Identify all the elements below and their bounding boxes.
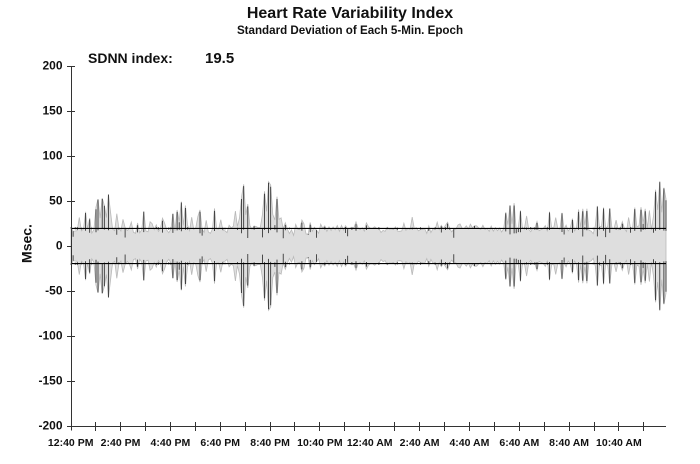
svg-text:Heart Rate Variability Index: Heart Rate Variability Index xyxy=(247,5,453,22)
svg-text:8:40 PM: 8:40 PM xyxy=(250,437,290,449)
svg-text:Standard Deviation of Each 5-M: Standard Deviation of Each 5-Min. Epoch xyxy=(237,24,463,37)
svg-text:10:40 PM: 10:40 PM xyxy=(297,437,343,449)
svg-text:SDNN index:: SDNN index: xyxy=(88,50,173,66)
svg-text:-100: -100 xyxy=(38,329,62,343)
svg-text:19.5: 19.5 xyxy=(205,50,234,67)
svg-text:6:40 AM: 6:40 AM xyxy=(499,437,539,449)
svg-text:50: 50 xyxy=(49,194,63,208)
svg-text:10:40 AM: 10:40 AM xyxy=(596,437,642,449)
svg-text:150: 150 xyxy=(42,104,62,118)
svg-text:8:40 AM: 8:40 AM xyxy=(549,437,589,449)
svg-text:-150: -150 xyxy=(38,374,62,388)
svg-text:6:40 PM: 6:40 PM xyxy=(200,437,240,449)
svg-text:100: 100 xyxy=(42,149,62,163)
svg-text:200: 200 xyxy=(42,59,62,73)
svg-text:12:40 PM: 12:40 PM xyxy=(48,437,94,449)
svg-text:0: 0 xyxy=(56,239,63,253)
svg-text:12:40 AM: 12:40 AM xyxy=(347,437,393,449)
svg-text:-200: -200 xyxy=(38,419,62,433)
svg-text:2:40 AM: 2:40 AM xyxy=(400,437,440,449)
svg-text:Msec.: Msec. xyxy=(19,224,35,263)
svg-text:4:40 AM: 4:40 AM xyxy=(449,437,489,449)
svg-text:2:40 PM: 2:40 PM xyxy=(101,437,141,449)
svg-text:4:40 PM: 4:40 PM xyxy=(151,437,191,449)
svg-text:-50: -50 xyxy=(45,284,63,298)
